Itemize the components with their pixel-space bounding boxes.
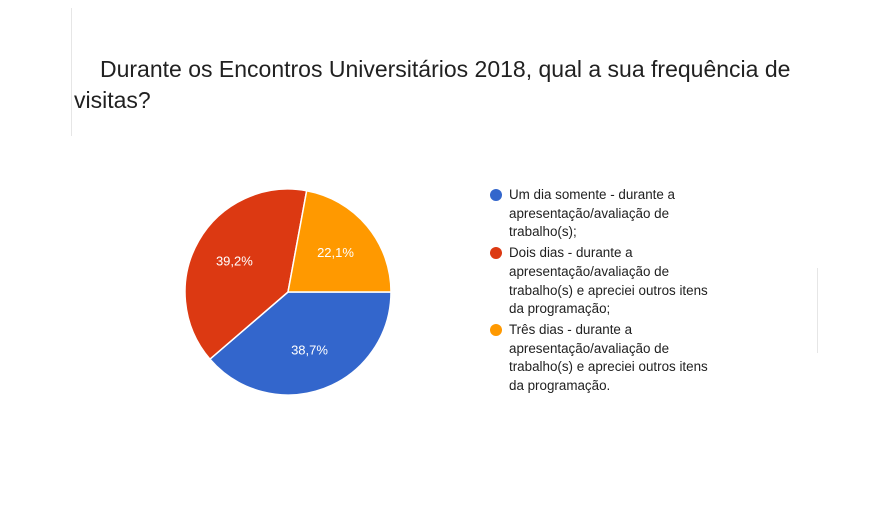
- left-edge-mark: [71, 8, 72, 136]
- legend-label: Um dia somente - durante a apresentação/…: [509, 187, 675, 240]
- pie-label-three-days: 22,1%: [317, 245, 354, 260]
- legend-swatch-orange: [490, 323, 502, 336]
- chart-legend: Um dia somente - durante a apresentação/…: [490, 186, 710, 398]
- legend-swatch-blue: [490, 189, 502, 201]
- chart-title: Durante os Encontros Universitários 2018…: [74, 56, 791, 113]
- legend-label: Três dias - durante a apresentação/avali…: [509, 321, 708, 394]
- pie-slice-one-day[interactable]: [208, 291, 392, 396]
- legend-swatch-red: [490, 247, 502, 260]
- pie-label-one-day: 38,7%: [291, 342, 328, 357]
- legend-item-one-day[interactable]: Um dia somente - durante a apresentação/…: [490, 186, 710, 242]
- right-edge-mark: [817, 268, 818, 353]
- pie-label-two-days: 39,2%: [216, 254, 253, 269]
- pie-slice-two-days[interactable]: [184, 188, 308, 361]
- legend-item-three-days[interactable]: Três dias - durante a apresentação/avali…: [490, 321, 710, 396]
- legend-label: Dois dias - durante a apresentação/avali…: [509, 245, 708, 317]
- pie-slice-three-days[interactable]: [287, 189, 392, 293]
- legend-item-two-days[interactable]: Dois dias - durante a apresentação/avali…: [490, 244, 710, 319]
